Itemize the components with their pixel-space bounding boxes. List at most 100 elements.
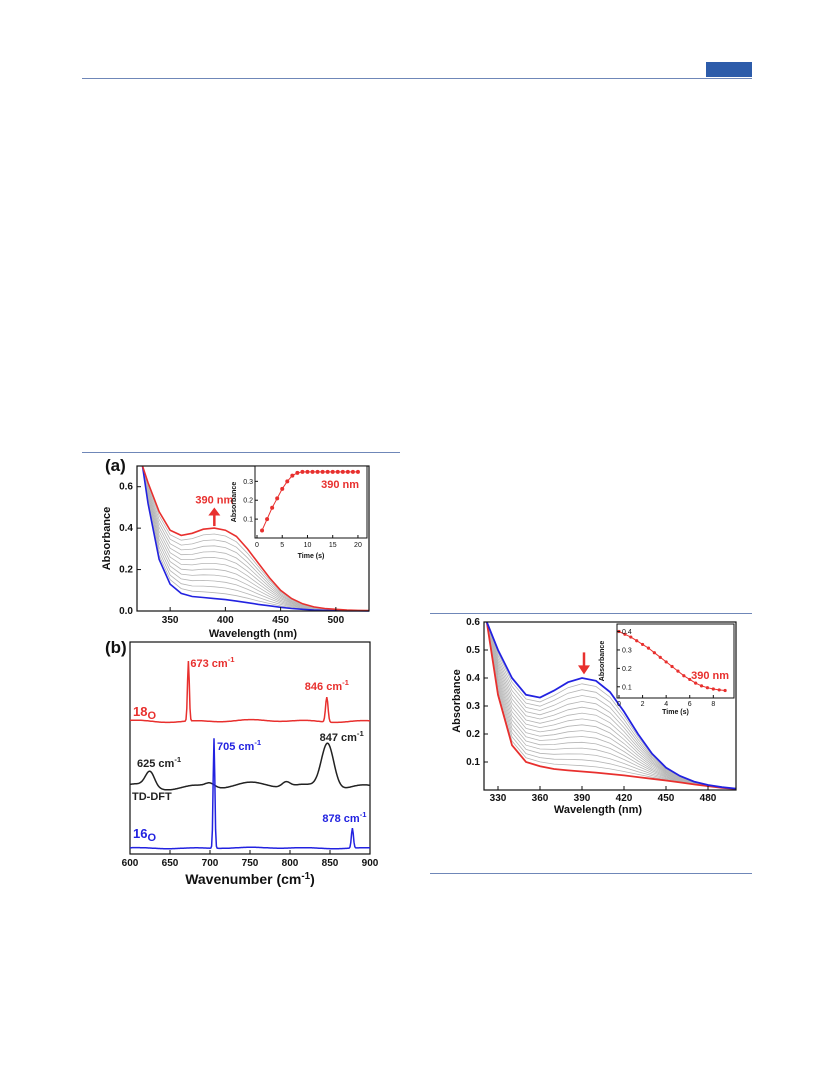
inset-x-tick-label: 10 — [304, 542, 312, 549]
y-tick-label: 0.0 — [119, 606, 133, 617]
inset-point — [355, 469, 360, 474]
inset-point — [330, 469, 335, 474]
peak-label-846: 846 cm-1 — [305, 678, 350, 693]
inset-y-tick-label: 0.3 — [243, 479, 253, 486]
inset-x-axis-label: Time (s) — [662, 709, 689, 716]
inset-y-tick-label: 0.4 — [622, 629, 632, 636]
spectrum-16O-line — [130, 738, 371, 850]
x-tick-label: 600 — [122, 858, 139, 869]
peak-label-705: 705 cm-1 — [217, 738, 262, 753]
header-rule — [82, 78, 752, 79]
y-tick-label: 0.6 — [119, 482, 133, 493]
y-tick-label: 0.3 — [466, 701, 480, 712]
down-arrow-head-icon — [578, 665, 590, 675]
annotation-390nm: 390 nm — [195, 495, 233, 507]
inset-y-axis-label: Absorbance — [231, 482, 238, 523]
inset-annotation-390nm: 390 nm — [691, 670, 729, 682]
inset-x-tick-label: 8 — [711, 701, 715, 708]
inset-x-tick-label: 5 — [280, 542, 284, 549]
inset-x-tick-label: 6 — [688, 701, 692, 708]
x-axis-label: Wavelength (nm) — [554, 804, 643, 816]
inset-annotation-390nm: 390 nm — [321, 479, 359, 491]
peak-label-625: 625 cm-1 — [137, 755, 182, 770]
panel-a-label: (a) — [105, 456, 126, 475]
x-tick-label: 330 — [490, 793, 507, 804]
inset-point — [623, 632, 627, 636]
inset-point — [345, 469, 350, 474]
inset-point — [295, 470, 300, 475]
x-tick-label: 420 — [616, 793, 633, 804]
x-tick-label: 450 — [658, 793, 675, 804]
inset-point — [688, 677, 692, 682]
x-tick-label: 390 — [574, 793, 591, 804]
spectrum-td-dft-line — [129, 742, 371, 791]
inset-x-axis-label: Time (s) — [298, 553, 325, 560]
y-axis-label: Absorbance — [101, 507, 113, 571]
x-tick-label: 350 — [162, 615, 179, 626]
series-label-18O: 18O — [133, 704, 156, 722]
inset-point — [340, 469, 345, 474]
final-spectrum-line — [141, 465, 370, 612]
inset-point — [682, 674, 686, 678]
inset-point — [711, 687, 715, 691]
panel-right: 330 360 390 420 450 4800.10.20.30.40.50.6Wave… — [451, 617, 737, 816]
inset-point — [694, 681, 698, 685]
peak-label-673: 673 cm-1 — [190, 655, 235, 670]
inset-y-axis-label: Absorbance — [599, 641, 606, 682]
inset-kinetics: 0 5 10 15 20 0.1 0.2 0.3 Time (s) Absorbance 390 n… — [231, 465, 368, 560]
inset-point — [285, 479, 290, 484]
inset-point — [260, 528, 265, 533]
up-arrow-head-icon — [208, 507, 221, 516]
x-tick-label: 500 — [328, 615, 345, 626]
inset-point — [300, 469, 305, 474]
x-tick-label: 480 — [700, 793, 717, 804]
inset-y-tick-label: 0.2 — [622, 666, 632, 673]
initial-spectrum-line — [485, 621, 737, 790]
x-axis-label: Wavenumber (cm-1) — [185, 871, 315, 887]
y-tick-label: 0.2 — [466, 729, 480, 740]
inset-point — [723, 688, 727, 693]
peak-label-878: 878 cm-1 — [322, 810, 367, 825]
header-badge — [706, 62, 752, 77]
inset-point — [699, 684, 704, 688]
x-axis-label: Wavelength (nm) — [209, 628, 298, 640]
inset-frame — [254, 465, 368, 539]
inset-y-tick-label: 0.2 — [243, 498, 253, 505]
inset-point — [310, 469, 315, 474]
x-tick-label: 850 — [322, 858, 339, 869]
x-tick-label: 750 — [242, 858, 259, 869]
inset-point — [652, 651, 656, 655]
x-tick-label: 650 — [162, 858, 179, 869]
final-spectrum-line — [485, 621, 737, 790]
plot-frame — [136, 465, 370, 612]
inset-point — [305, 469, 310, 474]
inset-point — [717, 688, 721, 692]
x-tick-label: 450 — [272, 615, 289, 626]
figure-top-rule — [82, 452, 400, 453]
x-tick-label: 400 — [217, 615, 234, 626]
figure-top-rule — [430, 613, 752, 614]
inset-x-tick-label: 20 — [354, 542, 362, 549]
y-tick-label: 0.4 — [466, 673, 480, 684]
inset-point — [640, 642, 645, 647]
inset-y-tick-label: 0.1 — [622, 684, 632, 691]
inset-y-tick-label: 0.1 — [243, 517, 253, 524]
inset-point — [290, 473, 295, 478]
inset-frame — [616, 623, 735, 699]
inset-point — [676, 669, 680, 673]
peak-label-847: 847 cm-1 — [320, 729, 365, 744]
inset-point — [325, 469, 330, 474]
y-tick-label: 0.1 — [466, 757, 480, 768]
inset-point — [646, 646, 651, 650]
inset-point — [670, 664, 674, 669]
panel-a: (a) 350 400 450 500 0.0 0.2 0.4 0.6 Wavelength (n… — [101, 456, 370, 640]
inset-point — [629, 635, 633, 639]
inset-point — [280, 486, 285, 491]
x-tick-label: 800 — [282, 858, 299, 869]
y-tick-label: 0.2 — [119, 565, 133, 576]
spectrum-18O-line — [130, 660, 370, 724]
inset-x-tick-label: 2 — [641, 701, 645, 708]
figure-bottom-rule — [430, 873, 752, 874]
x-tick-label: 700 — [202, 858, 219, 869]
